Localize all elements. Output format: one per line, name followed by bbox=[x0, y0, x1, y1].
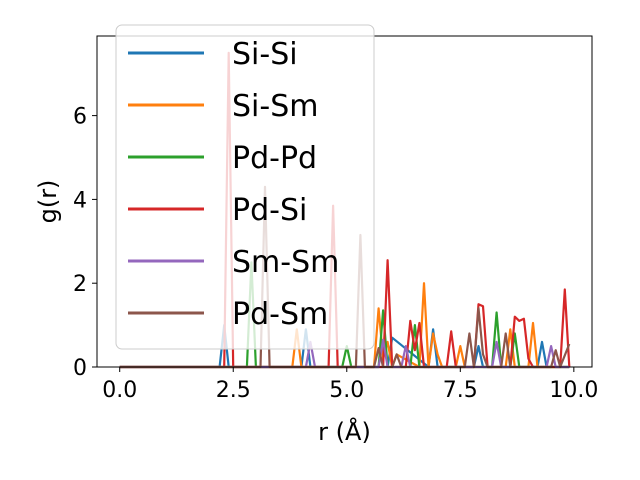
legend: Si-Si Si-Sm Pd-Pd Pd-Si Sm-Sm Pd-Sm bbox=[115, 24, 375, 350]
x-tick-label: 7.5 bbox=[443, 378, 478, 403]
x-tick-label: 5.0 bbox=[329, 378, 364, 403]
x-tick-label: 0.0 bbox=[102, 378, 137, 403]
y-tick-label: 4 bbox=[73, 188, 87, 213]
series-line-sm-sm bbox=[119, 338, 570, 369]
y-axis-label: g(r) bbox=[34, 180, 62, 224]
legend-label: Pd-Pd bbox=[232, 141, 317, 176]
y-tick-label: 6 bbox=[73, 105, 87, 130]
legend-label: Sm-Sm bbox=[232, 245, 339, 280]
legend-label: Pd-Sm bbox=[232, 297, 328, 332]
x-tick-label: 10.0 bbox=[549, 378, 598, 403]
legend-label: Si-Si bbox=[232, 37, 298, 72]
legend-label: Si-Sm bbox=[232, 89, 318, 124]
y-tick-label: 2 bbox=[73, 272, 87, 297]
series-line-si-sm bbox=[119, 282, 570, 369]
x-tick-label: 2.5 bbox=[216, 378, 251, 403]
y-tick-label: 0 bbox=[73, 356, 87, 381]
x-axis-label: r (Å) bbox=[318, 417, 371, 446]
ticks-layer: 0.0 2.5 5.0 7.5 10.0 0 2 4 6 bbox=[73, 105, 598, 403]
legend-label: Pd-Si bbox=[232, 193, 307, 228]
